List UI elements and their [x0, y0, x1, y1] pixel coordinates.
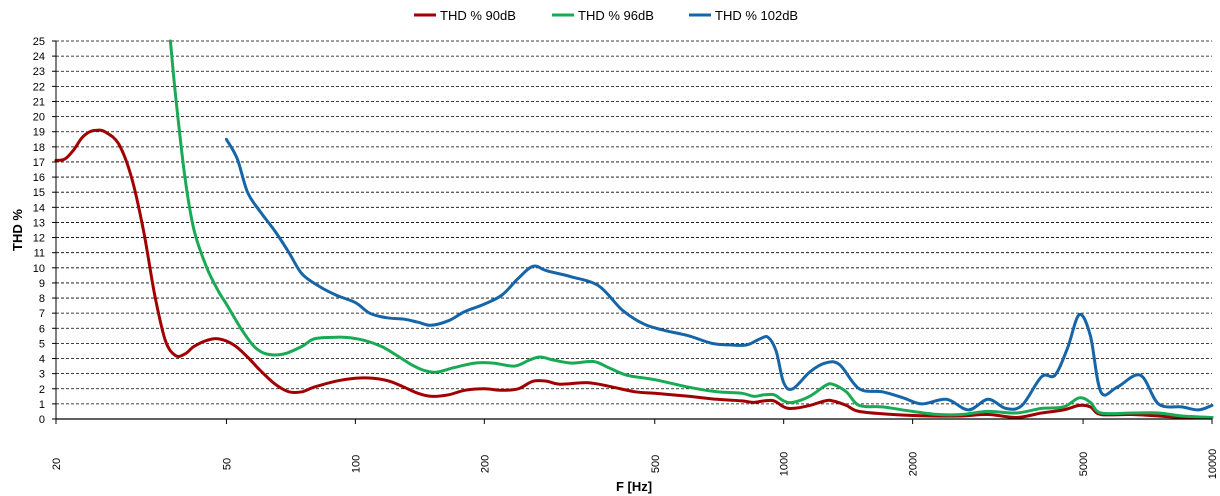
x-tick-label: 100: [350, 455, 362, 473]
y-tick-label: 15: [33, 187, 45, 199]
axes: [55, 41, 1212, 420]
series-lines: [54, 39, 1214, 420]
x-axis-ticks: 20 50 100 200 500 1000 2000 5000 10000: [51, 419, 1219, 479]
legend-label: THD % 90dB: [440, 8, 516, 23]
y-tick-label: 5: [39, 338, 45, 350]
x-axis-title: F [Hz]: [616, 479, 652, 494]
x-tick-label: 200: [479, 455, 491, 473]
y-tick-label: 14: [33, 202, 45, 214]
y-tick-label: 22: [33, 81, 45, 93]
x-tick-label: 20: [51, 458, 63, 470]
y-tick-label: 11: [34, 248, 45, 260]
x-tick-label: 50: [221, 458, 233, 470]
y-tick-label: 0: [39, 414, 45, 426]
y-tick-label: 9: [39, 278, 45, 290]
y-tick-label: 2: [39, 384, 45, 396]
y-tick-label: 24: [33, 51, 45, 63]
y-tick-label: 18: [33, 142, 45, 154]
x-tick-label: 1000: [779, 452, 791, 476]
series-line-3: [224, 137, 1214, 412]
grid-lines: [56, 40, 1212, 405]
legend: THD % 90dB THD % 96dB THD % 102dB: [414, 8, 798, 23]
y-tick-label: 1: [39, 399, 45, 411]
y-tick-label: 6: [39, 323, 45, 335]
y-tick-label: 16: [33, 172, 45, 184]
legend-label: THD % 96dB: [578, 8, 654, 23]
x-tick-label: 2000: [908, 452, 920, 476]
y-tick-label: 25: [33, 36, 45, 48]
series-line-2: [168, 39, 1214, 419]
y-tick-label: 23: [33, 66, 45, 78]
y-axis-ticks: 0123456789101112131415161718192021222324…: [33, 36, 56, 426]
y-axis-title: THD %: [10, 209, 25, 251]
y-tick-label: 12: [33, 233, 45, 245]
y-tick-label: 20: [33, 112, 45, 124]
y-tick-label: 19: [33, 127, 45, 139]
x-tick-label: 5000: [1078, 452, 1090, 476]
x-tick-label: 10000: [1207, 449, 1219, 480]
y-tick-label: 8: [39, 293, 45, 305]
y-tick-label: 17: [33, 157, 45, 169]
y-tick-label: 21: [33, 96, 45, 108]
series-line-1: [54, 128, 1214, 420]
y-tick-label: 7: [39, 308, 45, 320]
legend-label: THD % 102dB: [715, 8, 798, 23]
y-tick-label: 3: [39, 369, 45, 381]
x-tick-label: 500: [650, 455, 662, 473]
y-tick-label: 13: [33, 217, 45, 229]
y-tick-label: 4: [39, 354, 45, 366]
y-tick-label: 10: [33, 263, 45, 275]
